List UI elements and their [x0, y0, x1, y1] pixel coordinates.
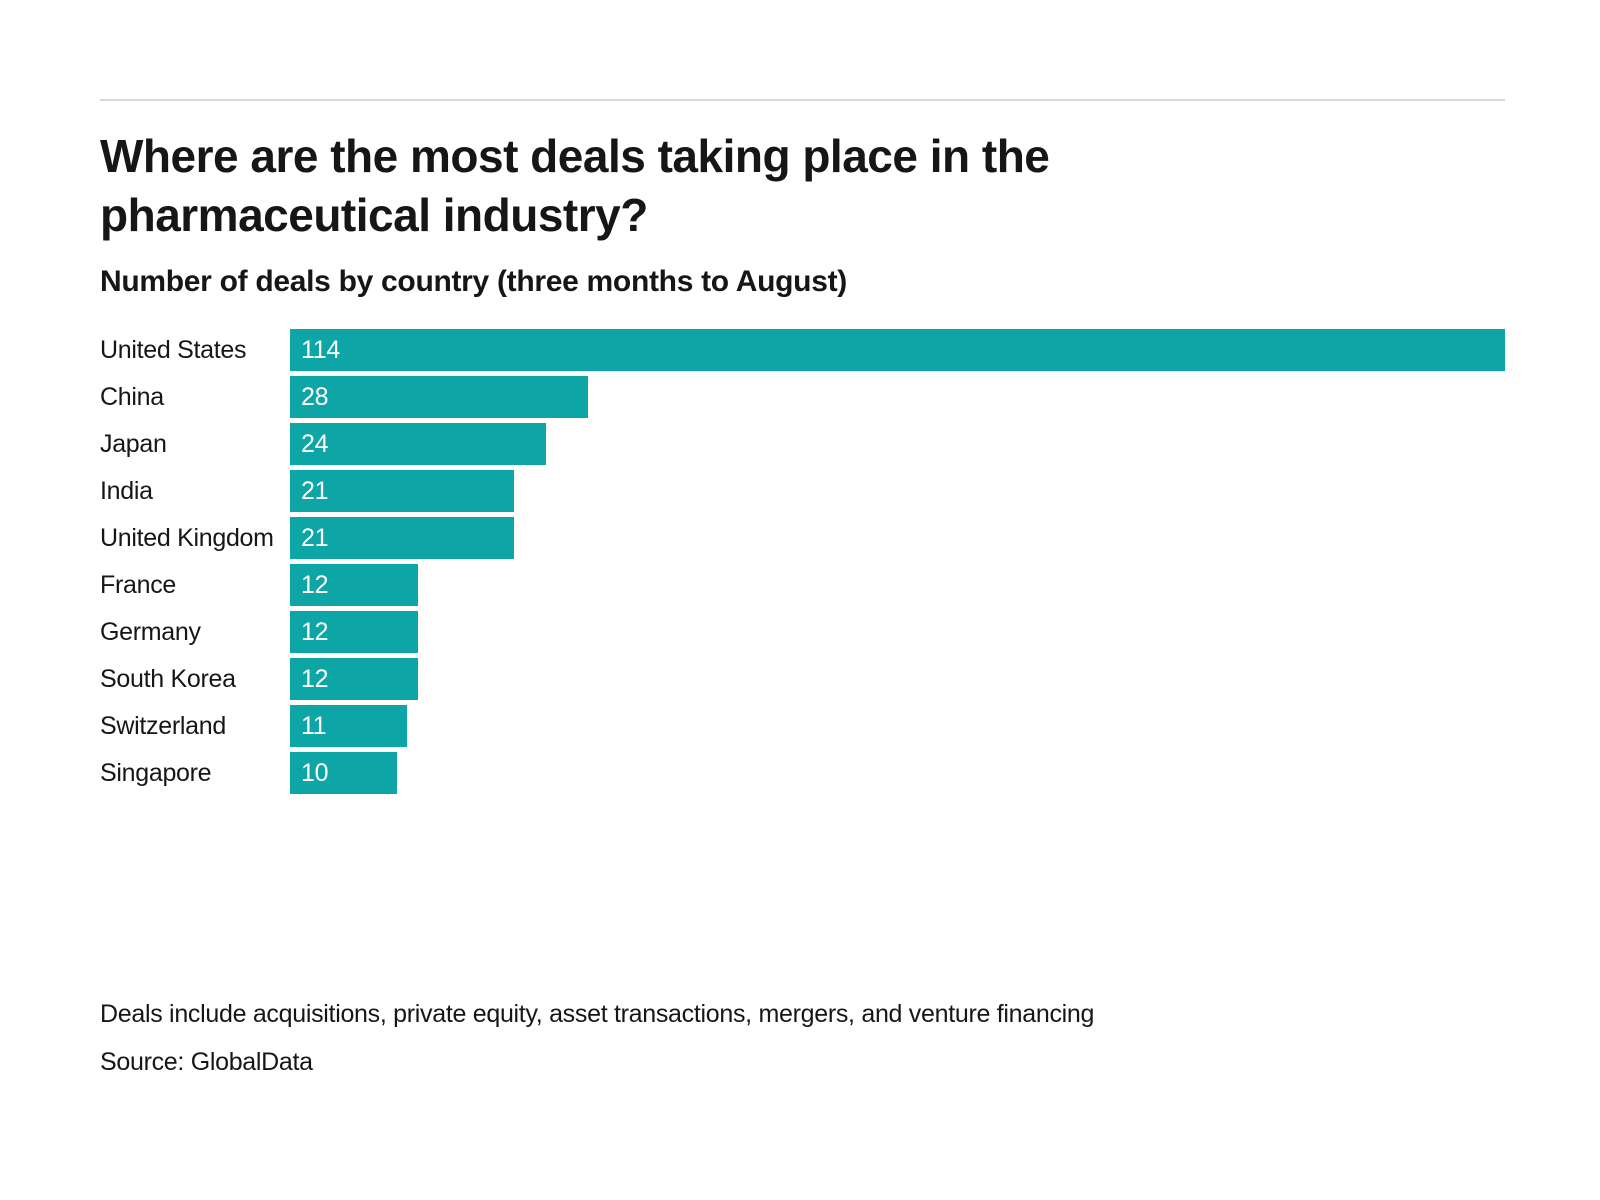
bar-track: 12	[290, 611, 1505, 654]
category-label: China	[100, 382, 164, 411]
bar: 21	[290, 517, 514, 560]
category-label: United Kingdom	[100, 523, 274, 552]
bar: 12	[290, 564, 418, 607]
bar-chart: United States 114 China 28 Japan 24 India 21 Uni…	[100, 327, 1505, 797]
value-label: 21	[301, 476, 329, 505]
chart-row: South Korea 12	[100, 656, 1505, 703]
bar-track: 114	[290, 329, 1505, 372]
value-label: 10	[301, 758, 329, 787]
category-label: France	[100, 570, 177, 599]
bar: 28	[290, 376, 589, 419]
page-title: Where are the most deals taking place in…	[100, 130, 1050, 241]
value-label: 12	[301, 570, 329, 599]
value-label: 21	[301, 523, 329, 552]
bar-track: 21	[290, 470, 1505, 513]
chart-row: France 12	[100, 562, 1505, 609]
footnote-text: Deals include acquisitions, private equi…	[100, 1000, 1095, 1028]
value-label: 11	[301, 711, 327, 740]
page: Where are the most deals taking place in…	[0, 99, 1600, 1076]
category-label: Japan	[100, 429, 167, 458]
top-divider	[100, 99, 1505, 101]
bar: 10	[290, 752, 397, 795]
bar: 12	[290, 611, 418, 654]
category-label: India	[100, 476, 153, 505]
bar-track: 21	[290, 517, 1505, 560]
category-label: Singapore	[100, 758, 212, 787]
bar: 114	[290, 329, 1505, 372]
value-label: 24	[301, 429, 329, 458]
chart-row: China 28	[100, 374, 1505, 421]
bar-track: 10	[290, 752, 1505, 795]
chart-subtitle: Number of deals by country (three months…	[100, 264, 847, 298]
bar-track: 24	[290, 423, 1505, 466]
category-label: Switzerland	[100, 711, 226, 740]
source-text: Source: GlobalData	[100, 1048, 313, 1076]
bar: 11	[290, 705, 408, 748]
chart-row: India 21	[100, 468, 1505, 515]
bar: 12	[290, 658, 418, 701]
chart-row: Switzerland 11	[100, 703, 1505, 750]
value-label: 12	[301, 617, 329, 646]
category-label: Germany	[100, 617, 201, 646]
bar-track: 12	[290, 564, 1505, 607]
bar-track: 12	[290, 658, 1505, 701]
chart-row: United Kingdom 21	[100, 515, 1505, 562]
value-label: 114	[301, 335, 340, 364]
category-label: United States	[100, 335, 247, 364]
bar: 21	[290, 470, 514, 513]
chart-footer: Deals include acquisitions, private equi…	[100, 1000, 1094, 1077]
value-label: 28	[301, 382, 329, 411]
chart-row: Germany 12	[100, 609, 1505, 656]
chart-row: United States 114	[100, 327, 1505, 374]
chart-row: Japan 24	[100, 421, 1505, 468]
bar-track: 11	[290, 705, 1505, 748]
bar-track: 28	[290, 376, 1505, 419]
chart-row: Singapore 10	[100, 750, 1505, 797]
category-label: South Korea	[100, 664, 236, 693]
bar: 24	[290, 423, 546, 466]
value-label: 12	[301, 664, 329, 693]
